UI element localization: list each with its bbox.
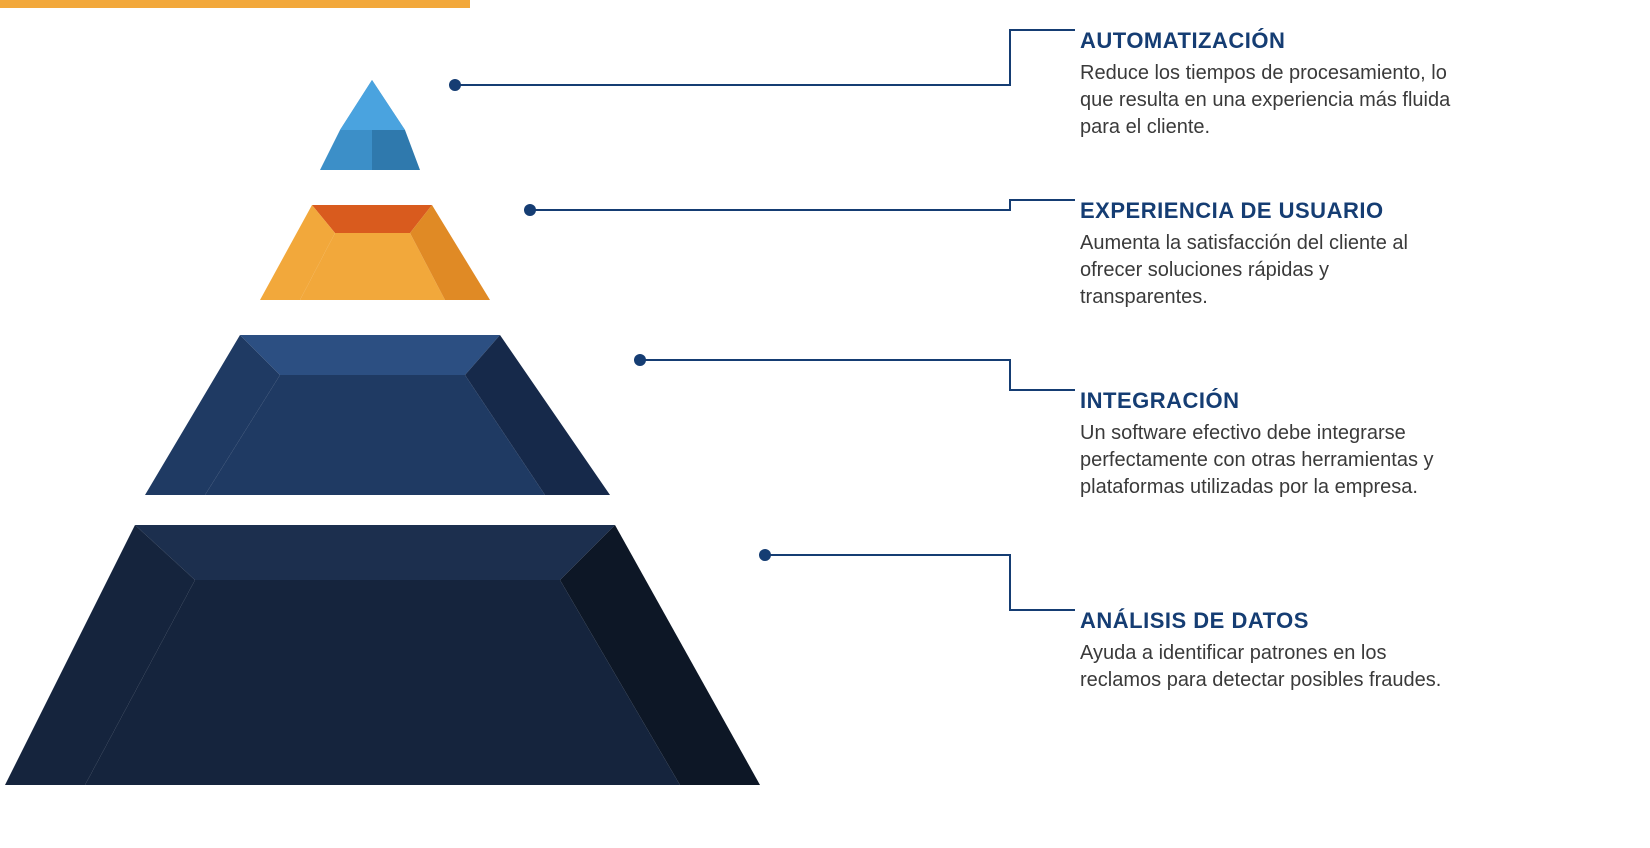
pyramid-infographic: AUTOMATIZACIÓN Reduce los tiempos de pro… <box>0 0 1650 848</box>
text-block-2: EXPERIENCIA DE USUARIO Aumenta la satisf… <box>1080 198 1460 311</box>
pyramid-layer-4 <box>5 525 760 785</box>
pyramid-layer-2 <box>260 205 490 300</box>
leader-3 <box>640 360 1075 390</box>
desc-3: Un software efectivo debe integrarse per… <box>1080 420 1460 501</box>
l1-top <box>340 80 405 130</box>
desc-2: Aumenta la satisfacción del cliente al o… <box>1080 230 1460 311</box>
leader-2 <box>530 200 1075 210</box>
dot-2 <box>524 204 536 216</box>
title-4: ANÁLISIS DE DATOS <box>1080 608 1460 634</box>
l3-top <box>240 335 500 375</box>
l4-top <box>135 525 615 580</box>
dot-3 <box>634 354 646 366</box>
text-block-1: AUTOMATIZACIÓN Reduce los tiempos de pro… <box>1080 28 1460 141</box>
title-2: EXPERIENCIA DE USUARIO <box>1080 198 1460 224</box>
title-3: INTEGRACIÓN <box>1080 388 1460 414</box>
dot-1 <box>449 79 461 91</box>
leader-4 <box>765 555 1075 610</box>
text-block-4: ANÁLISIS DE DATOS Ayuda a identificar pa… <box>1080 608 1460 694</box>
leader-1 <box>455 30 1075 85</box>
pyramid-layer-3 <box>145 335 610 495</box>
title-1: AUTOMATIZACIÓN <box>1080 28 1460 54</box>
pyramid-layer-1 <box>320 80 420 170</box>
text-block-3: INTEGRACIÓN Un software efectivo debe in… <box>1080 388 1460 501</box>
leader-lines <box>449 30 1075 610</box>
desc-4: Ayuda a identificar patrones en los recl… <box>1080 640 1460 694</box>
dot-4 <box>759 549 771 561</box>
desc-1: Reduce los tiempos de procesamiento, lo … <box>1080 60 1460 141</box>
